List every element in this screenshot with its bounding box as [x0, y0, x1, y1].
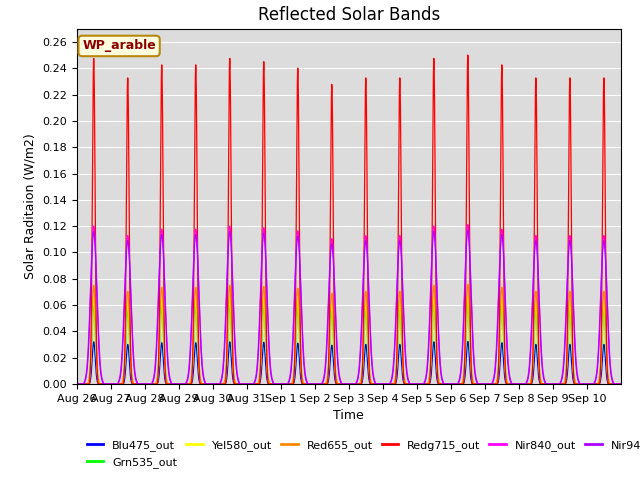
X-axis label: Time: Time — [333, 409, 364, 422]
Legend: Blu475_out, Grn535_out, Yel580_out, Red655_out, Redg715_out, Nir840_out, Nir945_: Blu475_out, Grn535_out, Yel580_out, Red6… — [83, 436, 640, 472]
Text: WP_arable: WP_arable — [82, 39, 156, 52]
Title: Reflected Solar Bands: Reflected Solar Bands — [258, 6, 440, 24]
Y-axis label: Solar Raditaion (W/m2): Solar Raditaion (W/m2) — [24, 133, 36, 279]
